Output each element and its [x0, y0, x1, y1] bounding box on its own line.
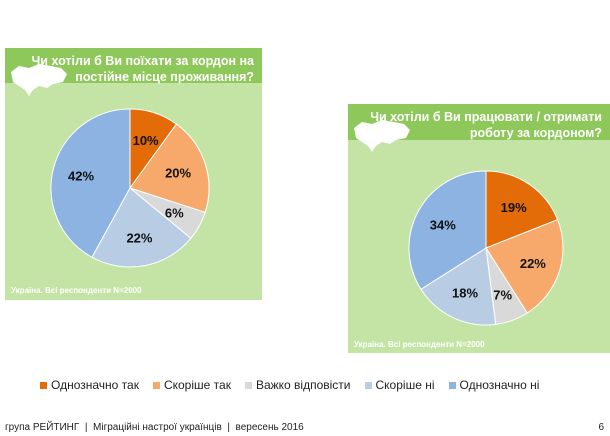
data-label: 18% [452, 286, 478, 301]
legend-swatch [40, 381, 47, 389]
legend-label: Скоріше ні [375, 378, 435, 392]
ukraine-map-icon [11, 64, 67, 96]
legend-swatch [152, 381, 160, 389]
legend-label: Однозначно ні [459, 378, 540, 392]
legend-item: Скоріше так [152, 378, 231, 392]
sample-note-2: Україна. Всі респонденти N=2000 [354, 340, 485, 349]
legend-label: Скоріше так [163, 378, 231, 392]
title-line: Чи хотіли б Ви поїхати за кордон на [31, 54, 254, 68]
legend-item: Однозначно так [40, 378, 139, 392]
legend-item: Скоріше ні [364, 378, 435, 392]
data-label: 42% [68, 168, 94, 183]
data-label: 22% [520, 256, 546, 271]
pie-slice [420, 247, 497, 326]
ukraine-map-icon [354, 120, 410, 152]
legend-label: Однозначно так [51, 378, 139, 392]
data-label: 6% [165, 205, 184, 220]
pie-slice [50, 108, 131, 258]
data-label: 22% [126, 231, 152, 246]
data-label: 7% [493, 287, 512, 302]
legend-swatch [364, 381, 372, 389]
pie-slice [408, 170, 487, 290]
legend-swatch [244, 381, 252, 389]
data-label: 34% [430, 217, 456, 232]
pie-slice [485, 219, 564, 314]
title-line: роботу за кордоном? [469, 126, 602, 140]
data-label: 19% [501, 200, 527, 215]
legend: Однозначно так Скоріше так Важко відпові… [40, 378, 539, 392]
data-label: 20% [165, 165, 191, 180]
title-line: Чи хотіли б Ви працювати / отримати [370, 110, 602, 124]
pie-slice [129, 123, 210, 214]
sample-note-1: Україна. Всі респонденти N=2000 [11, 286, 142, 295]
legend-swatch [448, 381, 456, 389]
title-line: постійне місце проживання? [75, 70, 254, 84]
legend-item: Однозначно ні [448, 378, 540, 392]
page-number: 6 [598, 422, 604, 433]
legend-item: Важко відповісти [244, 378, 351, 392]
pie-slice [91, 187, 192, 268]
legend-label: Важко відповісти [255, 378, 351, 392]
footer-text: група РЕЙТИНГ | Міграційні настрої украї… [5, 422, 304, 433]
pie-slice [485, 170, 559, 249]
data-label: 10% [133, 133, 159, 148]
